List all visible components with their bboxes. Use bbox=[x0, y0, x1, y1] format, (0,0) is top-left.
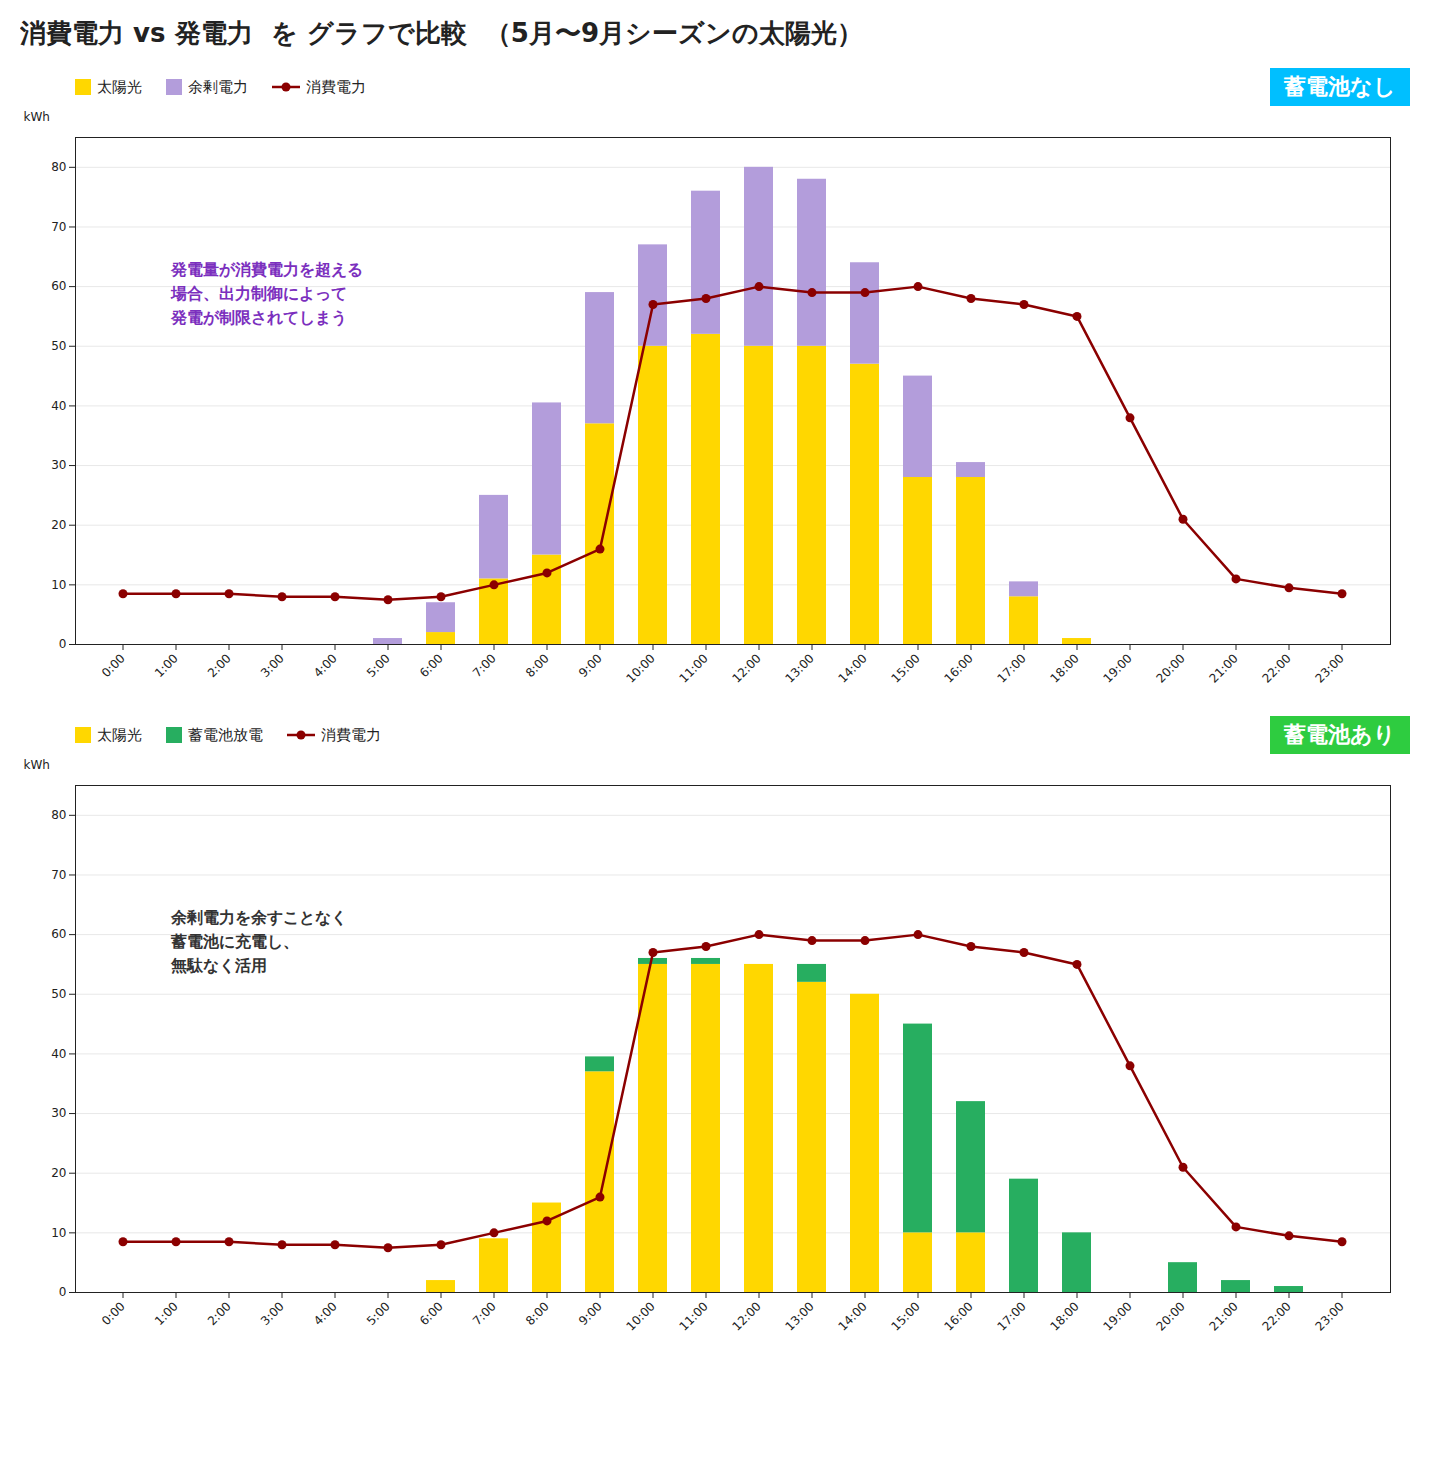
svg-text:余剰電力を余すことなく蓄電池に充電し、無駄なく活用: 余剰電力を余すことなく蓄電池に充電し、無駄なく活用 bbox=[170, 908, 347, 975]
html-text:消費電力: 消費電力 bbox=[306, 77, 366, 96]
svg-text:9:00: 9:00 bbox=[576, 1299, 605, 1328]
html-text:蓄電池あり: 蓄電池あり bbox=[1284, 722, 1396, 747]
svg-text:kWh: kWh bbox=[24, 110, 50, 124]
svg-text:80: 80 bbox=[51, 160, 66, 174]
html-text:蓄電池なし: 蓄電池なし bbox=[1284, 74, 1396, 99]
svg-text:20: 20 bbox=[51, 518, 66, 532]
svg-text:5:00: 5:00 bbox=[364, 651, 393, 680]
svg-text:17:00: 17:00 bbox=[994, 1299, 1028, 1333]
svg-text:13:00: 13:00 bbox=[782, 1299, 816, 1333]
svg-text:50: 50 bbox=[51, 339, 66, 353]
svg-text:19:00: 19:00 bbox=[1100, 651, 1134, 685]
svg-text:23:00: 23:00 bbox=[1312, 651, 1346, 685]
svg-text:0:00: 0:00 bbox=[99, 1299, 128, 1328]
svg-text:60: 60 bbox=[51, 279, 66, 293]
svg-text:23:00: 23:00 bbox=[1312, 1299, 1346, 1333]
svg-text:16:00: 16:00 bbox=[941, 651, 975, 685]
svg-text:3:00: 3:00 bbox=[258, 651, 287, 680]
svg-text:11:00: 11:00 bbox=[676, 1299, 710, 1333]
svg-text:10: 10 bbox=[51, 1226, 66, 1240]
html-text:太陽光: 太陽光 bbox=[97, 77, 142, 96]
svg-text:10:00: 10:00 bbox=[623, 651, 657, 685]
svg-text:7:00: 7:00 bbox=[470, 1299, 499, 1328]
svg-text:8:00: 8:00 bbox=[523, 651, 552, 680]
svg-text:30: 30 bbox=[51, 1106, 66, 1120]
svg-text:22:00: 22:00 bbox=[1259, 1299, 1293, 1333]
svg-text:2:00: 2:00 bbox=[205, 1299, 234, 1328]
svg-text:3:00: 3:00 bbox=[258, 1299, 287, 1328]
svg-text:2:00: 2:00 bbox=[205, 651, 234, 680]
svg-text:4:00: 4:00 bbox=[311, 651, 340, 680]
svg-text:4:00: 4:00 bbox=[311, 1299, 340, 1328]
svg-text:20:00: 20:00 bbox=[1153, 651, 1187, 685]
svg-text:18:00: 18:00 bbox=[1047, 1299, 1081, 1333]
svg-text:0: 0 bbox=[59, 637, 67, 651]
svg-text:21:00: 21:00 bbox=[1206, 1299, 1240, 1333]
svg-text:70: 70 bbox=[51, 220, 66, 234]
svg-text:1:00: 1:00 bbox=[152, 651, 181, 680]
svg-text:22:00: 22:00 bbox=[1259, 651, 1293, 685]
svg-text:11:00: 11:00 bbox=[676, 651, 710, 685]
svg-text:18:00: 18:00 bbox=[1047, 651, 1081, 685]
svg-text:0: 0 bbox=[59, 1285, 67, 1299]
svg-text:60: 60 bbox=[51, 927, 66, 941]
svg-text:5:00: 5:00 bbox=[364, 1299, 393, 1328]
html-text:太陽光: 太陽光 bbox=[97, 725, 142, 744]
svg-text:0:00: 0:00 bbox=[99, 651, 128, 680]
svg-text:21:00: 21:00 bbox=[1206, 651, 1240, 685]
svg-text:30: 30 bbox=[51, 458, 66, 472]
svg-text:13:00: 13:00 bbox=[782, 651, 816, 685]
svg-text:12:00: 12:00 bbox=[729, 1299, 763, 1333]
svg-text:50: 50 bbox=[51, 987, 66, 1001]
svg-text:17:00: 17:00 bbox=[994, 651, 1028, 685]
svg-text:14:00: 14:00 bbox=[835, 651, 869, 685]
svg-text:9:00: 9:00 bbox=[576, 651, 605, 680]
svg-text:6:00: 6:00 bbox=[417, 651, 446, 680]
svg-text:15:00: 15:00 bbox=[888, 1299, 922, 1333]
svg-text:15:00: 15:00 bbox=[888, 651, 922, 685]
svg-text:16:00: 16:00 bbox=[941, 1299, 975, 1333]
svg-text:10: 10 bbox=[51, 578, 66, 592]
svg-text:19:00: 19:00 bbox=[1100, 1299, 1134, 1333]
svg-text:kWh: kWh bbox=[24, 758, 50, 772]
svg-text:1:00: 1:00 bbox=[152, 1299, 181, 1328]
html-text:消費電力 vs 発電力 を グラフで比較 （5月〜9月シーズ: 消費電力 vs 発電力 を グラフで比較 （5月〜9月シーズンの太陽光） bbox=[20, 18, 863, 48]
svg-text:40: 40 bbox=[51, 399, 66, 413]
html-text:消費電力: 消費電力 bbox=[321, 725, 381, 744]
svg-text:20: 20 bbox=[51, 1166, 66, 1180]
svg-text:40: 40 bbox=[51, 1047, 66, 1061]
svg-text:6:00: 6:00 bbox=[417, 1299, 446, 1328]
svg-text:7:00: 7:00 bbox=[470, 651, 499, 680]
svg-text:10:00: 10:00 bbox=[623, 1299, 657, 1333]
svg-text:80: 80 bbox=[51, 808, 66, 822]
html-text:蓄電池放電: 蓄電池放電 bbox=[188, 725, 263, 744]
html-text:余剰電力: 余剰電力 bbox=[188, 77, 248, 96]
svg-text:発電量が消費電力を超える場合、出力制御によって発電が制限され: 発電量が消費電力を超える場合、出力制御によって発電が制限されてしまう bbox=[170, 260, 363, 327]
svg-text:14:00: 14:00 bbox=[835, 1299, 869, 1333]
svg-text:20:00: 20:00 bbox=[1153, 1299, 1187, 1333]
svg-text:70: 70 bbox=[51, 868, 66, 882]
svg-text:8:00: 8:00 bbox=[523, 1299, 552, 1328]
svg-text:12:00: 12:00 bbox=[729, 651, 763, 685]
